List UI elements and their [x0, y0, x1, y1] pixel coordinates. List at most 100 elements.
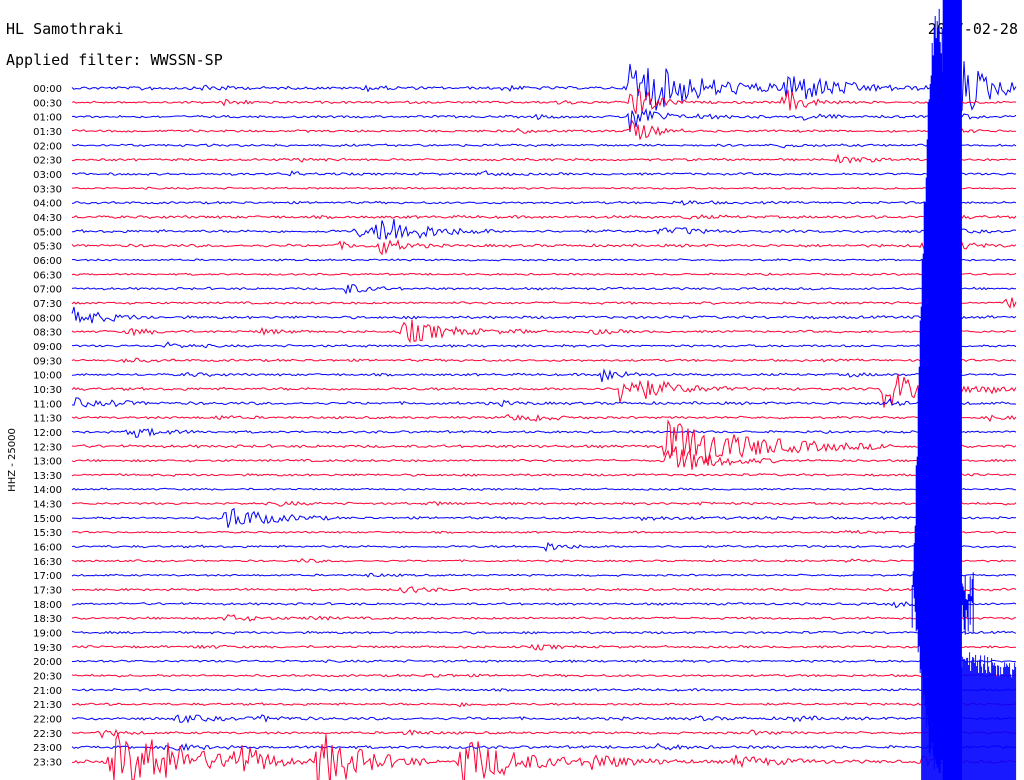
trace-row-0630 [71, 272, 1017, 276]
filter-label: Applied filter: WWSSN-SP [6, 51, 223, 69]
channel-label: HHZ - 25000 [7, 428, 18, 492]
trace-row-0600 [71, 258, 1017, 262]
trace-row-0230 [71, 153, 1017, 165]
trace-row-1200 [71, 427, 1017, 438]
trace-row-0430 [71, 211, 1017, 221]
trace-row-0400 [71, 199, 1017, 206]
trace-row-0830 [71, 319, 1017, 344]
time-tick-label: 01:00 [33, 113, 62, 124]
trace-row-0500 [72, 218, 1017, 240]
time-tick-label: 20:00 [33, 657, 62, 668]
trace-row-0200 [71, 143, 1017, 149]
time-tick-label: 14:30 [33, 500, 62, 511]
time-tick-label: 15:00 [33, 514, 62, 525]
trace-row-2200 [71, 714, 1016, 724]
time-tick-label: 00:00 [33, 84, 62, 95]
time-tick-label: 15:30 [33, 528, 62, 539]
time-tick-label: 12:30 [33, 442, 62, 453]
time-tick-label: 07:30 [33, 299, 62, 310]
time-tick-label: 03:00 [33, 170, 62, 181]
time-tick-label: 22:00 [33, 715, 62, 726]
trace-row-1430 [71, 500, 1017, 507]
time-tick-label: 10:30 [33, 385, 62, 396]
trace-row-0000 [71, 54, 1017, 116]
trace-row-0730 [71, 297, 1017, 309]
time-tick-label: 16:00 [33, 543, 62, 554]
trace-row-1530 [71, 529, 1017, 535]
time-tick-label: 07:00 [33, 285, 62, 296]
trace-row-0700 [71, 284, 1017, 295]
time-tick-label: 21:30 [33, 700, 62, 711]
time-tick-label: 09:30 [33, 356, 62, 367]
time-tick-label: 18:00 [33, 600, 62, 611]
trace-row-1130 [71, 413, 1017, 423]
trace-row-2030 [71, 673, 1017, 678]
time-tick-label: 23:00 [33, 743, 62, 754]
trace-row-1330 [71, 473, 1017, 477]
late-burst-trace [921, 641, 1017, 780]
time-tick-label: 09:00 [33, 342, 62, 353]
time-tick-label: 08:30 [33, 328, 62, 339]
time-tick-label: 23:30 [33, 758, 62, 769]
trace-row-1400 [71, 487, 1016, 491]
time-tick-label: 04:00 [33, 199, 62, 210]
trace-row-1230 [71, 419, 1017, 464]
trace-row-1100 [71, 397, 1017, 408]
trace-row-2230 [71, 729, 1017, 739]
time-tick-label: 05:00 [33, 227, 62, 238]
time-tick-label: 06:00 [33, 256, 62, 267]
trace-row-1600 [71, 541, 1016, 553]
trace-row-0900 [72, 341, 1017, 349]
trace-row-0330 [72, 186, 1017, 190]
large-event-peak [942, 0, 962, 780]
trace-row-2330 [71, 732, 1017, 780]
time-tick-label: 00:30 [33, 98, 62, 109]
time-tick-label: 11:30 [33, 414, 62, 425]
trace-row-0100 [71, 107, 1017, 133]
time-tick-label: 03:30 [33, 184, 62, 195]
station-name: HL Samothraki [6, 20, 124, 38]
trace-row-1930 [71, 643, 1017, 651]
time-tick-label: 02:30 [33, 156, 62, 167]
trace-row-1700 [71, 572, 1017, 578]
trace-row-0530 [71, 239, 1017, 256]
trace-row-0300 [71, 170, 1017, 177]
time-tick-label: 14:00 [33, 485, 62, 496]
time-tick-label: 13:00 [33, 457, 62, 468]
time-tick-label: 17:30 [33, 586, 62, 597]
trace-row-1800 [71, 601, 1017, 609]
trace-row-1500 [71, 507, 1017, 528]
time-tick-label: 08:00 [33, 313, 62, 324]
time-tick-label: 05:30 [33, 242, 62, 253]
time-tick-label: 16:30 [33, 557, 62, 568]
time-tick-label: 11:00 [33, 399, 62, 410]
trace-row-1830 [71, 614, 1017, 622]
time-tick-label: 18:30 [33, 614, 62, 625]
trace-row-1900 [71, 630, 1017, 635]
trace-row-0030 [71, 88, 1017, 114]
trace-row-0930 [71, 357, 1017, 364]
trace-row-2130 [71, 701, 1017, 708]
time-tick-label: 10:00 [33, 371, 62, 382]
time-tick-label: 06:30 [33, 270, 62, 281]
time-tick-label: 01:30 [33, 127, 62, 138]
time-tick-label: 21:00 [33, 686, 62, 697]
trace-row-1730 [71, 585, 1017, 594]
trace-row-1030 [71, 373, 1017, 408]
time-tick-labels: 00:00 00:30 01:00 01:30 02:00 02:30 03:00 03:30… [33, 84, 62, 769]
time-tick-label: 13:30 [33, 471, 62, 482]
time-tick-label: 02:00 [33, 141, 62, 152]
time-tick-label: 04:30 [33, 213, 62, 224]
time-tick-label: 12:00 [33, 428, 62, 439]
time-tick-label: 17:00 [33, 571, 62, 582]
trace-row-2100 [71, 687, 1017, 692]
trace-row-0130 [71, 119, 1017, 140]
trace-row-1630 [71, 557, 1017, 564]
trace-row-2300 [71, 742, 1017, 752]
trace-row-1000 [71, 368, 1017, 383]
trace-row-0800 [71, 306, 1017, 324]
trace-row-2000 [72, 659, 1017, 664]
time-tick-label: 19:00 [33, 629, 62, 640]
time-tick-label: 20:30 [33, 672, 62, 683]
